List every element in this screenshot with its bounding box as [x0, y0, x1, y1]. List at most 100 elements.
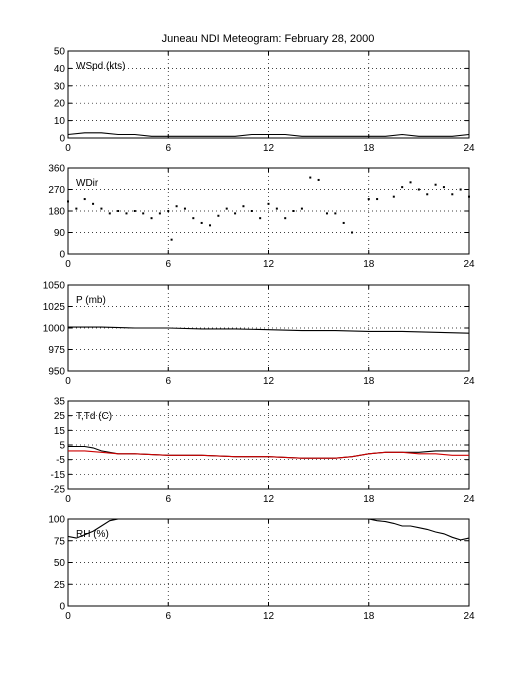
data-point	[125, 212, 128, 215]
x-tick-label: 12	[263, 259, 275, 270]
series-line	[67, 132, 470, 137]
x-tick-label: 18	[363, 611, 375, 622]
data-point	[292, 210, 295, 212]
figure-title: Juneau NDI Meteogram: February 28, 2000	[162, 33, 375, 45]
data-point	[225, 207, 228, 210]
data-point	[133, 210, 136, 212]
x-tick-label: 24	[463, 494, 475, 505]
data-point	[83, 198, 86, 201]
x-tick-label: 24	[463, 259, 475, 270]
y-tick-label: 0	[59, 602, 65, 613]
y-tick-label: 75	[54, 536, 66, 547]
series-line	[68, 326, 470, 334]
data-point	[259, 217, 262, 220]
data-point	[242, 205, 245, 208]
x-tick-label: 24	[463, 376, 475, 387]
series-line	[68, 450, 469, 459]
x-tick-label: 12	[263, 611, 275, 622]
y-tick-label: 100	[48, 515, 65, 526]
data-point	[392, 195, 395, 198]
y-tick-label: 1050	[43, 281, 66, 292]
y-tick-label: 360	[48, 164, 65, 175]
data-point	[92, 202, 95, 205]
x-tick-label: 6	[165, 376, 171, 387]
data-point	[217, 214, 220, 217]
axes-frame	[67, 50, 470, 139]
data-point	[300, 207, 303, 210]
data-point	[401, 186, 404, 189]
data-point	[158, 212, 161, 215]
panel-label: WSpd (kts)	[76, 61, 125, 72]
panel-label: P (mb)	[76, 295, 106, 306]
data-point	[209, 224, 212, 227]
data-point	[284, 217, 287, 220]
data-point	[459, 188, 462, 191]
x-tick-label: 18	[363, 259, 375, 270]
data-point	[317, 178, 320, 181]
pressure-panel: 0 6 12 18 24 950 975 1000 1025 1050 P (mb)	[43, 281, 475, 388]
y-tick-label: -5	[56, 455, 65, 466]
x-tick-label: 0	[65, 376, 71, 387]
y-tick-label: 1000	[43, 324, 66, 335]
y-tick-label: 20	[54, 99, 66, 110]
data-point	[175, 205, 178, 208]
data-point	[468, 195, 470, 198]
temperature-panel: 0 6 12 18 24 -25 -15 -5 5 15 25 35 T,Td (C)	[51, 397, 475, 506]
x-tick-label: 12	[263, 376, 275, 387]
x-tick-label: 12	[263, 494, 275, 505]
y-tick-label: 90	[54, 228, 66, 239]
x-tick-label: 6	[165, 494, 171, 505]
data-point	[267, 202, 270, 205]
data-point	[376, 198, 379, 201]
data-point	[442, 186, 445, 189]
panel-label: WDir	[76, 178, 99, 189]
x-tick-label: 6	[165, 259, 171, 270]
y-tick-label: 180	[48, 207, 65, 218]
data-point	[117, 210, 120, 212]
y-tick-label: 0	[59, 250, 65, 261]
data-point	[367, 198, 370, 201]
data-point	[275, 207, 278, 210]
y-tick-label: -15	[51, 470, 66, 481]
data-point	[451, 193, 454, 196]
x-tick-label: 18	[363, 494, 375, 505]
data-point	[434, 183, 437, 186]
x-tick-label: 12	[263, 143, 275, 154]
data-point	[167, 210, 170, 212]
x-tick-label: 6	[165, 611, 171, 622]
y-tick-label: 40	[54, 64, 66, 75]
y-tick-label: 950	[48, 367, 65, 378]
x-tick-label: 0	[65, 143, 71, 154]
wind-direction-panel: 0 6 12 18 24 0 90 180 270 360 WDir	[48, 164, 475, 271]
data-point	[150, 217, 153, 220]
data-point	[409, 181, 412, 184]
x-tick-label: 18	[363, 143, 375, 154]
humidity-panel: 0 6 12 18 24 0 25 50 75 100 RH (%)	[48, 515, 475, 623]
y-tick-label: 10	[54, 116, 66, 127]
data-point	[334, 212, 337, 215]
series-line	[67, 518, 470, 541]
y-tick-label: 1025	[43, 302, 66, 313]
y-tick-label: 30	[54, 81, 66, 92]
data-point	[250, 210, 253, 212]
panel-label: T,Td (C)	[76, 411, 112, 422]
y-tick-label: 5	[59, 441, 65, 452]
y-tick-label: 35	[54, 397, 66, 408]
x-tick-label: 24	[463, 611, 475, 622]
data-point	[100, 207, 103, 210]
x-tick-label: 24	[463, 143, 475, 154]
y-tick-label: 25	[54, 411, 66, 422]
x-tick-label: 0	[65, 611, 71, 622]
y-tick-label: 975	[48, 345, 65, 356]
data-point	[67, 200, 69, 203]
y-tick-label: 0	[59, 134, 65, 145]
data-point	[426, 193, 429, 196]
x-tick-label: 6	[165, 143, 171, 154]
data-point	[142, 212, 145, 215]
x-tick-label: 18	[363, 376, 375, 387]
data-point	[309, 176, 312, 179]
data-point	[192, 217, 195, 220]
data-point	[351, 231, 354, 234]
